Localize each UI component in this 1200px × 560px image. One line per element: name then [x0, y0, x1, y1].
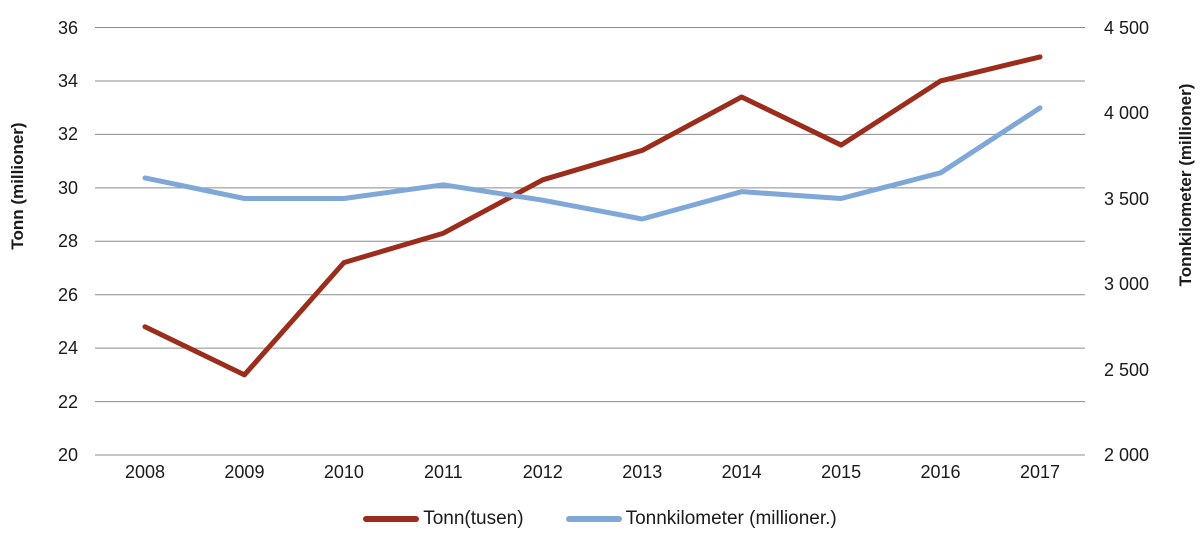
left-tick-34: 34 [57, 70, 78, 91]
left-tick-26: 26 [57, 284, 78, 305]
x-tick-2009: 2009 [224, 462, 265, 482]
right-tick-4000: 4 000 [1104, 103, 1150, 123]
left-tick-30: 30 [57, 177, 78, 198]
x-tick-2017: 2017 [1019, 462, 1061, 482]
right-tick-4500: 4 500 [1104, 17, 1150, 38]
tonn-line [142, 54, 1043, 378]
x-tick-2014: 2014 [721, 462, 762, 482]
right-axis-title: Tonnkilometer (millioner) [1176, 83, 1195, 287]
left-tick-36: 36 [57, 17, 78, 38]
tonn-legend-label: Tonn(tusen) [423, 508, 524, 529]
tonnkilometer-legend-swatch [565, 516, 622, 522]
left-tick-32: 32 [57, 124, 78, 145]
x-tick-2011: 2011 [423, 462, 463, 482]
x-tick-2015: 2015 [821, 462, 862, 482]
left-tick-22: 22 [57, 391, 78, 412]
legend-item-tonnkilometer: Tonnkilometer (millioner.) [565, 508, 837, 530]
x-tick-2010: 2010 [323, 462, 364, 482]
right-tick-3500: 3 500 [1104, 188, 1150, 209]
x-tick-2012: 2012 [522, 462, 563, 482]
tonnkilometer-line [142, 105, 1043, 222]
x-tick-2013: 2013 [622, 462, 663, 482]
right-tick-3000: 3 000 [1104, 274, 1150, 294]
legend-item-tonn: Tonn(tusen) [363, 508, 524, 530]
tonnkilometer-legend-label: Tonnkilometer (millioner.) [625, 508, 837, 529]
x-tick-2016: 2016 [920, 462, 961, 482]
x-tick-2008: 2008 [124, 462, 166, 482]
left-axis-title: Tonn (millioner) [8, 122, 27, 250]
left-tick-24: 24 [57, 338, 78, 359]
tonn-legend-swatch [363, 516, 420, 522]
right-tick-2000: 2 000 [1104, 445, 1150, 465]
left-tick-28: 28 [57, 231, 78, 252]
right-tick-2500: 2 500 [1104, 359, 1150, 380]
left-tick-20: 20 [57, 445, 78, 465]
legend: Tonn(tusen) Tonnkilometer (millioner.) [0, 508, 1200, 530]
